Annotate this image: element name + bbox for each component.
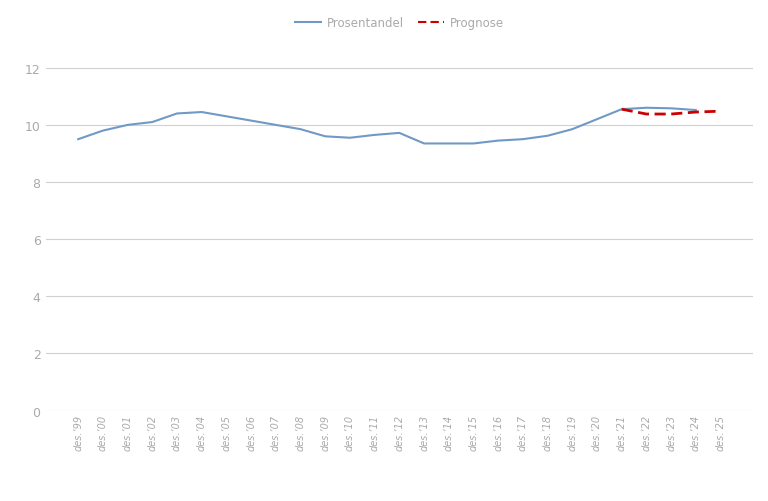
Prosentandel [370, 133, 379, 139]
Prosentandel [444, 141, 453, 147]
Prognose [716, 109, 725, 115]
Prosentandel [98, 128, 108, 134]
Prosentandel [296, 127, 305, 133]
Prognose [642, 112, 651, 118]
Prosentandel [247, 118, 256, 124]
Prosentandel [222, 114, 231, 120]
Prosentandel [197, 110, 207, 116]
Prosentandel [494, 138, 503, 144]
Prosentandel [320, 134, 329, 140]
Prognose [617, 107, 627, 113]
Prosentandel [147, 120, 157, 126]
Prognose [667, 112, 676, 118]
Prosentandel [667, 106, 676, 112]
Prosentandel [617, 107, 627, 113]
Prosentandel [691, 108, 700, 114]
Line: Prosentandel: Prosentandel [78, 109, 696, 144]
Prosentandel [74, 137, 83, 143]
Prosentandel [469, 141, 478, 147]
Prosentandel [642, 106, 651, 112]
Prosentandel [123, 123, 132, 129]
Prosentandel [395, 131, 404, 137]
Prosentandel [518, 137, 528, 143]
Prosentandel [592, 117, 601, 123]
Prosentandel [172, 111, 181, 117]
Prosentandel [543, 133, 552, 139]
Line: Prognose: Prognose [622, 110, 720, 115]
Prognose [691, 110, 700, 116]
Prosentandel [419, 141, 429, 147]
Legend: Prosentandel, Prognose: Prosentandel, Prognose [290, 13, 508, 35]
Prosentandel [346, 135, 355, 141]
Prosentandel [568, 127, 577, 133]
Prosentandel [271, 123, 280, 129]
